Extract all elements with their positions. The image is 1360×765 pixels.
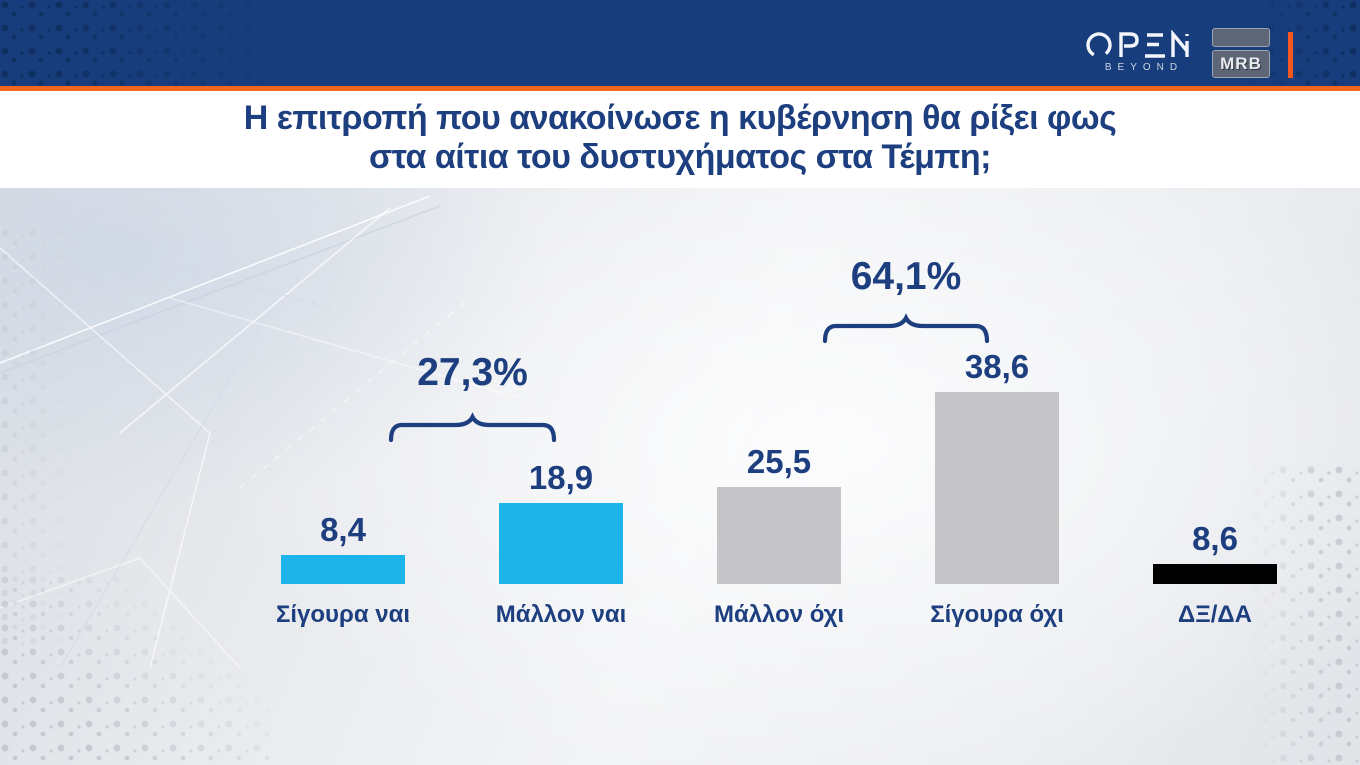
bar-chart: 8,4 Σίγουρα ναι 18,9 Μάλλον ναι 25,5 Μάλλον ό… [276, 188, 1277, 628]
bar-category-label: Μάλλον ναι [495, 601, 627, 628]
bar-category-label: Σίγουρα ναι [275, 601, 411, 628]
brace-icon [388, 412, 557, 444]
bar [717, 487, 841, 584]
header-divider-line [0, 86, 1360, 91]
bar-column: 25,5 Μάλλον όχι [714, 188, 844, 628]
bar-category-label: Μάλλον όχι [713, 601, 845, 628]
bar-value-label: 25,5 [746, 443, 812, 480]
bar-value-label: 18,9 [528, 459, 594, 496]
page-title-line2: στα αίτια του δυστυχήματος στα Τέμπη; [368, 138, 992, 176]
page-title: Η επιτροπή που ανακοίνωσε η κυβέρνηση θα… [0, 99, 1360, 177]
bar-column: 18,9 Μάλλον ναι [496, 188, 627, 628]
bar [935, 392, 1059, 584]
panel-dot-pattern-right [1250, 465, 1360, 765]
open-logo-icon [1086, 30, 1189, 58]
mrb-logo-text: MRB [1220, 54, 1262, 73]
group-percentage-label: 27,3% [417, 351, 528, 394]
header-orange-accent-bar [1288, 32, 1293, 78]
bar-value-label: 8,4 [320, 511, 366, 548]
open-tv-logo: BEYOND [1085, 30, 1197, 78]
mrb-logo: MRB [1212, 28, 1270, 80]
bar [281, 555, 405, 584]
panel-dot-pattern-left [0, 228, 80, 648]
header-dot-pattern-left [0, 0, 280, 86]
mrb-logo-top-box [1212, 28, 1270, 47]
bar-category-label: ΔΞ/ΔΑ [1178, 601, 1252, 628]
group-percentage-label: 64,1% [850, 255, 962, 298]
bar-column: 38,6 Σίγουρα όχι [930, 188, 1064, 628]
mrb-logo-bottom-box: MRB [1212, 50, 1270, 78]
bar-column: 8,4 Σίγουρα ναι [276, 188, 410, 628]
bar-column: 8,6 ΔΞ/ΔΑ [1153, 188, 1277, 628]
bar [1153, 564, 1277, 584]
bar-category-label: Σίγουρα όχι [930, 601, 1064, 628]
bar-value-label: 38,6 [964, 348, 1030, 385]
open-logo-tagline: BEYOND [1104, 62, 1184, 73]
bar [499, 503, 623, 584]
header-bar [0, 0, 1360, 86]
brace-icon [822, 313, 990, 345]
page-title-line1: Η επιτροπή που ανακοίνωσε η κυβέρνηση θα… [243, 99, 1117, 137]
bar-value-label: 8,6 [1192, 520, 1238, 557]
chart-panel-background [0, 188, 1360, 765]
